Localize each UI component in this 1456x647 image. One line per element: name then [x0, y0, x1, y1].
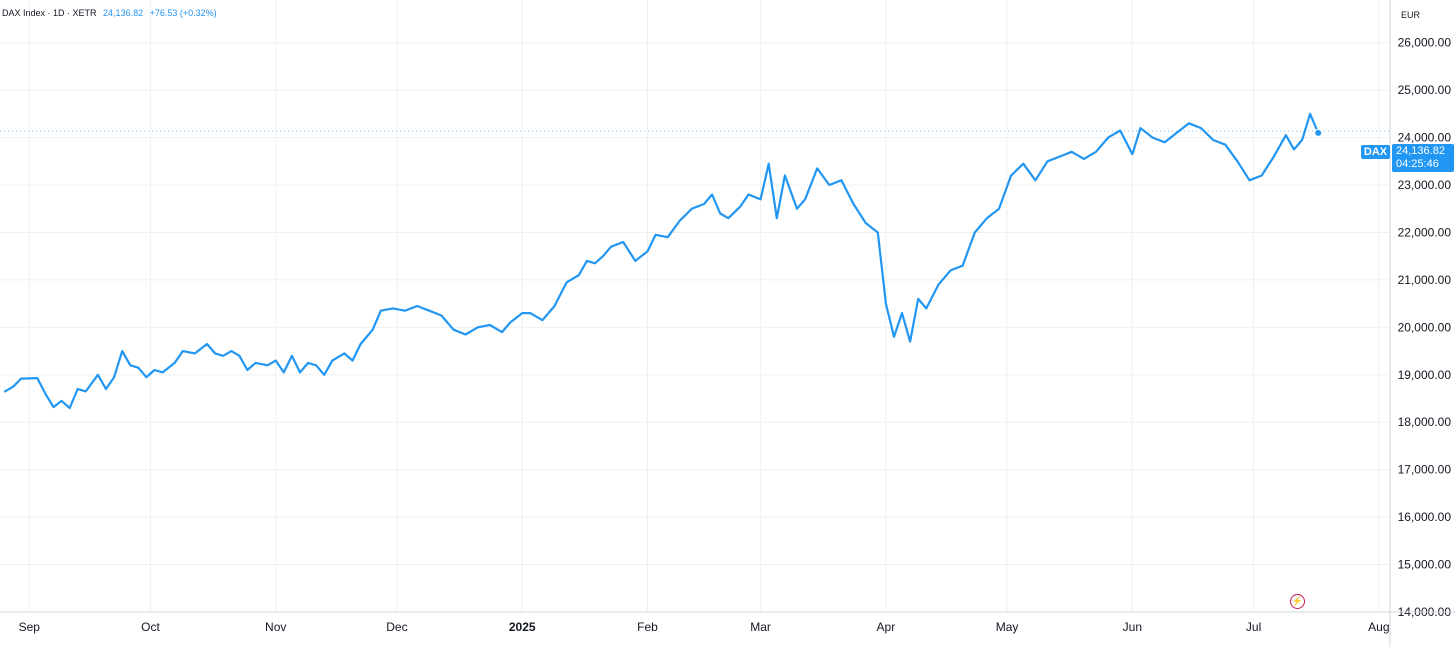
- x-tick-label: Dec: [386, 620, 407, 634]
- y-tick-label: 24,000.00: [1398, 131, 1452, 145]
- x-tick-label: Aug: [1368, 620, 1389, 634]
- y-tick-label: 15,000.00: [1398, 558, 1452, 572]
- chart-header: DAX Index · 1D · XETR 24,136.82 +76.53 (…: [2, 8, 217, 18]
- y-tick-label: 17,000.00: [1398, 463, 1452, 477]
- x-tick-label: Sep: [19, 620, 41, 634]
- y-tick-label: 18,000.00: [1398, 415, 1452, 429]
- ticker-tag: DAX: [1361, 145, 1390, 159]
- x-tick-label: 2025: [509, 620, 536, 634]
- last-price-label: 24,136.82: [103, 8, 144, 18]
- price-tag-value: 24,136.82: [1396, 145, 1445, 157]
- series-layer: [0, 112, 1390, 410]
- y-tick-label: 21,000.00: [1398, 273, 1452, 287]
- x-tick-label: Apr: [877, 620, 896, 634]
- y-tick-label: 26,000.00: [1398, 36, 1452, 50]
- x-tick-label: May: [996, 620, 1019, 634]
- grid: [0, 0, 1390, 613]
- lightning-bolt-icon[interactable]: ⚡: [1290, 594, 1305, 609]
- x-tick-label: Jun: [1123, 620, 1142, 634]
- last-point-marker: [1314, 128, 1323, 137]
- change-label: +76.53 (+0.32%): [149, 8, 217, 18]
- currency-label[interactable]: EUR: [1401, 10, 1421, 20]
- y-tick-label: 22,000.00: [1398, 225, 1452, 239]
- y-tick-label: 23,000.00: [1398, 178, 1452, 192]
- x-tick-label: Oct: [141, 620, 160, 634]
- symbol-label: DAX Index · 1D · XETR: [2, 8, 97, 18]
- y-tick-label: 20,000.00: [1398, 320, 1452, 334]
- y-tick-label: 16,000.00: [1398, 510, 1452, 524]
- x-tick-label: Nov: [265, 620, 286, 634]
- y-tick-label: 19,000.00: [1398, 368, 1452, 382]
- price-tag: 24,136.82 04:25:46: [1392, 144, 1454, 172]
- y-tick-label: 25,000.00: [1398, 83, 1452, 97]
- x-tick-label: Feb: [637, 620, 658, 634]
- price-tag-countdown: 04:25:46: [1396, 158, 1439, 170]
- x-tick-label: Mar: [750, 620, 771, 634]
- x-tick-label: Jul: [1246, 620, 1261, 634]
- series-line: [3, 112, 1320, 410]
